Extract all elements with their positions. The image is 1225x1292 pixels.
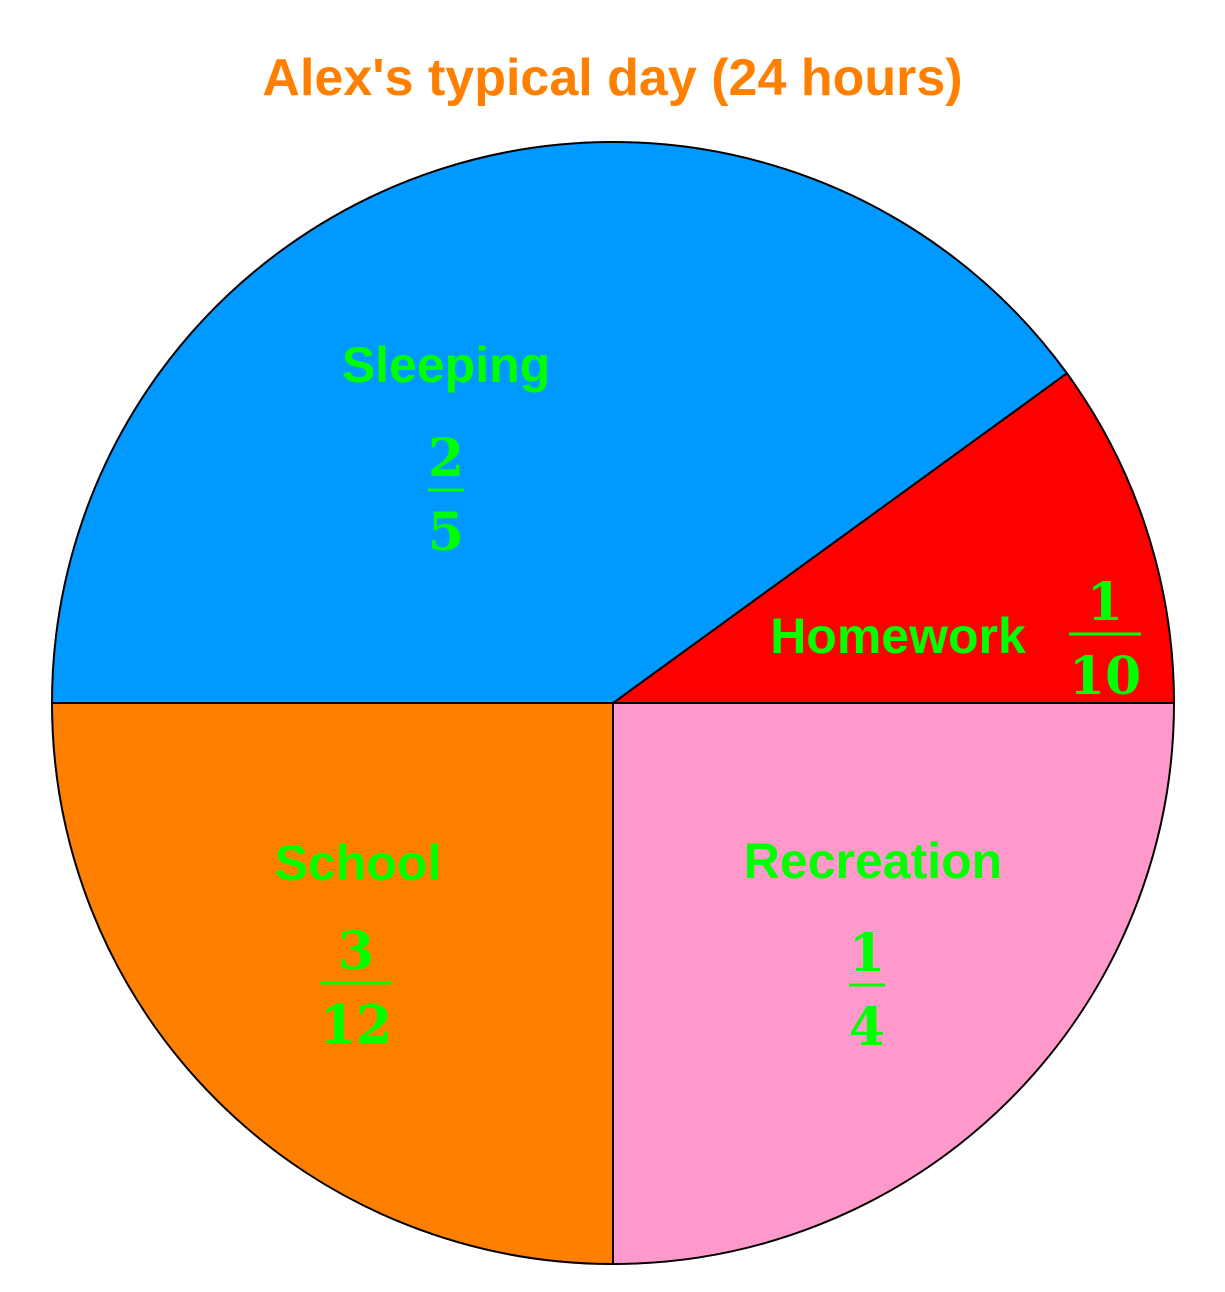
slice-label-homework: Homework: [770, 608, 1026, 664]
fraction-denominator-sleeping: 5: [428, 502, 464, 563]
fraction-numerator-recreation: 1: [849, 923, 885, 984]
pie-slice-sleeping: [50, 140, 1069, 704]
chart-title: Alex's typical day (24 hours): [262, 49, 963, 107]
fraction-numerator-sleeping: 2: [428, 428, 464, 489]
slice-label-sleeping: Sleeping: [342, 337, 550, 393]
slice-label-school: School: [275, 835, 442, 891]
fraction-denominator-homework: 10: [1069, 646, 1141, 707]
pie-slice-recreation: [612, 702, 1176, 1266]
slice-label-recreation: Recreation: [744, 833, 1002, 889]
pie-slice-homework: [609, 371, 1176, 704]
fraction-denominator-school: 12: [320, 995, 392, 1056]
fraction-denominator-recreation: 4: [849, 997, 885, 1058]
fraction-numerator-homework: 1: [1087, 572, 1123, 633]
fraction-numerator-school: 3: [338, 921, 374, 982]
